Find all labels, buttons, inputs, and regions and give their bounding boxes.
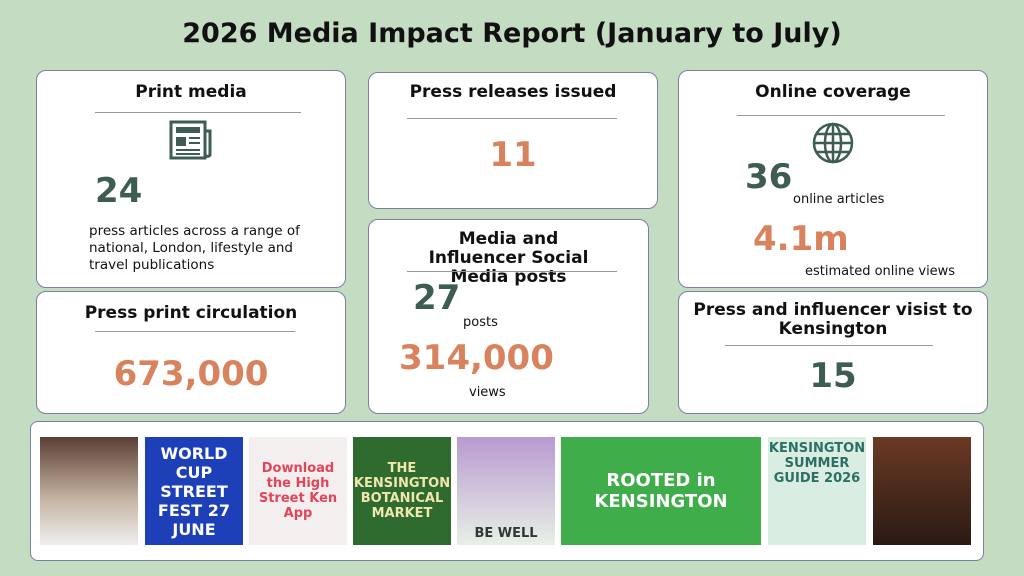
heading: Online coverage xyxy=(755,82,911,102)
number: 673,000 xyxy=(113,354,269,394)
newspaper-icon xyxy=(169,120,212,160)
circulation-card: Press print circulation 673,000 xyxy=(36,291,346,414)
rule xyxy=(725,345,933,346)
heading: Print media xyxy=(135,82,247,102)
rule xyxy=(407,271,617,272)
thumbnail: BE WELL xyxy=(457,437,555,545)
rule xyxy=(407,118,617,119)
visits-card: Press and influencer visist to Kensingto… xyxy=(678,291,988,414)
views-label: estimated online views xyxy=(805,264,956,279)
print-media-card: Print media 24 press articles across a r… xyxy=(36,70,346,288)
heading: Press print circulation xyxy=(84,303,298,323)
views-number: 314,000 xyxy=(399,338,554,378)
articles-label: online articles xyxy=(793,192,885,207)
press-releases-card: Press releases issued 11 xyxy=(368,72,658,209)
views-number: 4.1m xyxy=(753,219,849,259)
heading: Press and influencer visist to Kensingto… xyxy=(693,300,973,339)
thumbnail: WORLD CUP STREET FEST 27 JUNE xyxy=(145,437,243,545)
posts-number: 27 xyxy=(413,278,461,318)
number: 24 xyxy=(95,171,143,211)
description: press articles across a range of nationa… xyxy=(89,223,300,273)
rule xyxy=(95,331,295,332)
title: 2026 Media Impact Report (January to Jul… xyxy=(182,18,842,49)
heading: Press releases issued xyxy=(409,82,617,102)
globe-icon xyxy=(812,122,854,164)
number: 11 xyxy=(489,135,537,175)
social-card: Media and Influencer Social Media posts … xyxy=(368,219,649,414)
articles-number: 36 xyxy=(745,157,793,197)
thumbnail xyxy=(873,437,971,545)
thumbnail xyxy=(40,437,138,545)
thumbnail: KENSINGTON SUMMER GUIDE 2026 xyxy=(768,437,866,545)
posts-label: posts xyxy=(463,315,498,330)
views-label: views xyxy=(469,385,506,400)
online-card: Online coverage 36 online articles 4.1m … xyxy=(678,70,988,288)
thumbnail: THE KENSINGTON BOTANICAL MARKET xyxy=(353,437,451,545)
rule xyxy=(737,115,945,116)
rule xyxy=(95,112,301,113)
number: 15 xyxy=(809,356,857,396)
thumbnail: ROOTED in KENSINGTON xyxy=(561,437,761,545)
heading: Media and Influencer Social Media posts xyxy=(428,229,589,287)
thumbnail: Download the High Street Ken App xyxy=(249,437,347,545)
image-strip: WORLD CUP STREET FEST 27 JUNE Download t… xyxy=(30,421,984,561)
